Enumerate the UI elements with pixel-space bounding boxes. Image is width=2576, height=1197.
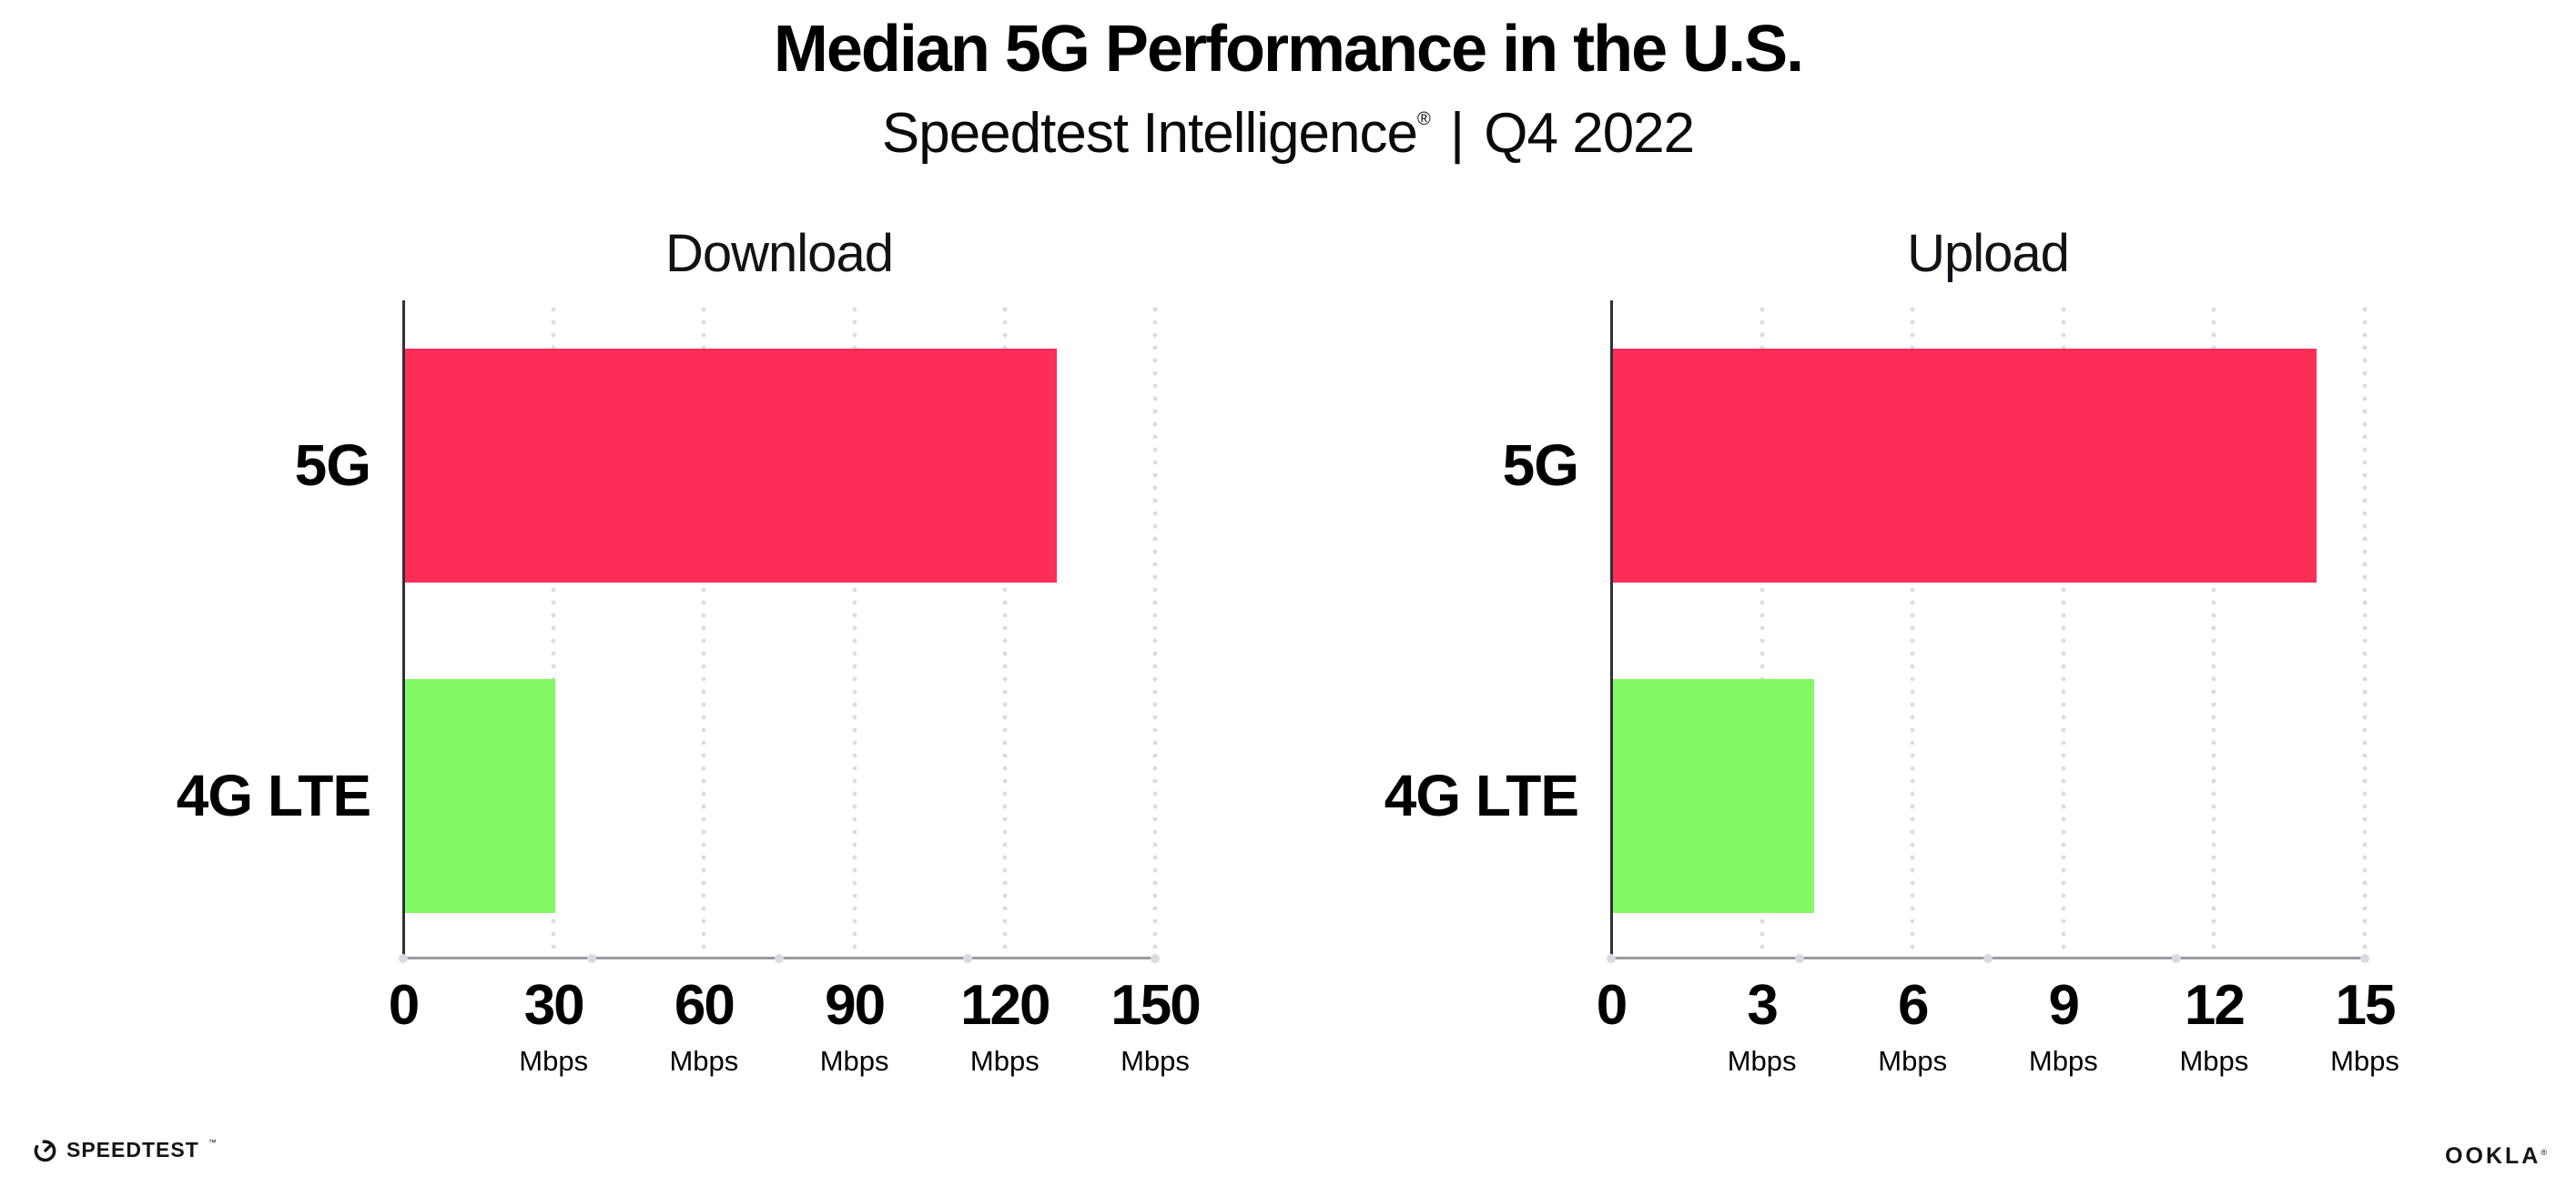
gridline-12 (2211, 303, 2216, 957)
5g-label: 5G (1502, 432, 1579, 498)
upload-chart: Upload 5G 4G LTE 0 3 Mbps 6 Mbps 9 Mbps 12 Mbps 15… (1384, 224, 2399, 1077)
x-tick-value: 3 (1747, 974, 1778, 1037)
download-panel-title: Download (665, 224, 894, 283)
upload-panel-title: Upload (1907, 224, 2070, 283)
4g-lte-label: 4G LTE (176, 763, 371, 828)
speedtest-wordmark: SPEEDTEST (66, 1138, 199, 1161)
5g-label: 5G (294, 432, 371, 498)
x-tick-value: 9 (2048, 974, 2080, 1037)
axis-dot (1607, 954, 1616, 963)
axis-dot (775, 954, 784, 963)
gridline-150 (1152, 303, 1158, 957)
x-tick-value: 90 (825, 974, 886, 1037)
ookla-wordmark: OOKLA (2445, 1143, 2541, 1169)
axis-dot (399, 954, 408, 963)
speedtest-logo: SPEEDTEST ™ (33, 1138, 217, 1162)
registered-mark: ® (1416, 109, 1431, 129)
x-tick-150: 150 Mbps (1046, 977, 1264, 1077)
x-tick-6: 6 Mbps (1803, 977, 2022, 1077)
x-tick-unit: Mbps (819, 1045, 889, 1077)
x-tick-unit: Mbps (1121, 1045, 1190, 1077)
x-tick-12: 12 Mbps (2104, 977, 2323, 1077)
gridline-3 (1760, 303, 1765, 957)
download-chart: Download 5G 4G LTE 0 30 Mbps 60 Mbps 90 Mbps 120… (177, 224, 1202, 1077)
gridline-90 (852, 303, 857, 957)
x-tick-30: 30 Mbps (444, 977, 663, 1077)
x-tick-unit: Mbps (1727, 1045, 1797, 1077)
x-tick-value: 12 (2184, 974, 2246, 1037)
x-tick-value: 60 (674, 974, 735, 1037)
speedtest-trademark: ™ (208, 1137, 217, 1147)
x-tick-unit: Mbps (519, 1045, 589, 1077)
x-tick-value: 0 (1596, 974, 1628, 1037)
x-tick-unit: Mbps (2179, 1045, 2249, 1077)
gridline-15 (2362, 303, 2368, 957)
y-axis-line (1610, 300, 1613, 959)
x-tick-unit: Mbps (2028, 1045, 2098, 1077)
5g-bar (1613, 349, 2317, 583)
x-tick-3: 3 Mbps (1653, 977, 1871, 1077)
x-tick-value: 120 (960, 974, 1050, 1037)
x-tick-value: 30 (523, 974, 585, 1037)
gridline-60 (701, 303, 706, 957)
x-tick-90: 90 Mbps (745, 977, 964, 1077)
axis-dot (2172, 954, 2181, 963)
4g-lte-bar (405, 679, 556, 913)
x-tick-60: 60 Mbps (594, 977, 813, 1077)
4g-lte-label: 4G LTE (1384, 763, 1579, 828)
5g-bar (405, 349, 1057, 583)
ookla-registered-mark: ® (2541, 1148, 2547, 1157)
x-tick-unit: Mbps (969, 1045, 1040, 1077)
gauge-icon (34, 1140, 56, 1162)
x-tick-unit: Mbps (2330, 1045, 2399, 1077)
axis-dot (2360, 954, 2369, 963)
subtitle-period: Q4 2022 (1484, 102, 1695, 165)
gridline-9 (2061, 303, 2066, 957)
x-tick-value: 150 (1111, 974, 1201, 1037)
subtitle-product: Speedtest Intelligence (881, 102, 1418, 165)
axis-dot (962, 954, 972, 963)
x-tick-0: 0 (1502, 977, 1720, 1077)
x-tick-value: 6 (1897, 974, 1929, 1037)
y-axis-line (402, 300, 405, 959)
x-tick-unit: Mbps (1878, 1045, 1948, 1077)
x-tick-9: 9 Mbps (1954, 977, 2173, 1077)
x-tick-value: 15 (2335, 974, 2397, 1037)
chart-subtitle: Speedtest Intelligence® | Q4 2022 (0, 100, 2576, 180)
x-tick-120: 120 Mbps (896, 977, 1114, 1077)
x-tick-unit: Mbps (669, 1045, 739, 1077)
x-tick-0: 0 (294, 977, 512, 1077)
axis-dot (586, 954, 596, 963)
ookla-logo: OOKLA® (2445, 1143, 2547, 1170)
chart-title: Median 5G Performance in the U.S. (773, 13, 1804, 86)
axis-dot (1795, 954, 1804, 963)
x-tick-15: 15 Mbps (2256, 977, 2474, 1077)
axis-dot (1151, 954, 1160, 963)
x-tick-value: 0 (388, 974, 420, 1037)
4g-lte-bar (1613, 679, 1814, 913)
gridline-6 (1910, 303, 1915, 957)
subtitle-separator: | (1435, 102, 1479, 165)
gridline-120 (1002, 303, 1008, 957)
axis-dot (1983, 954, 1993, 963)
gridline-30 (551, 303, 556, 957)
